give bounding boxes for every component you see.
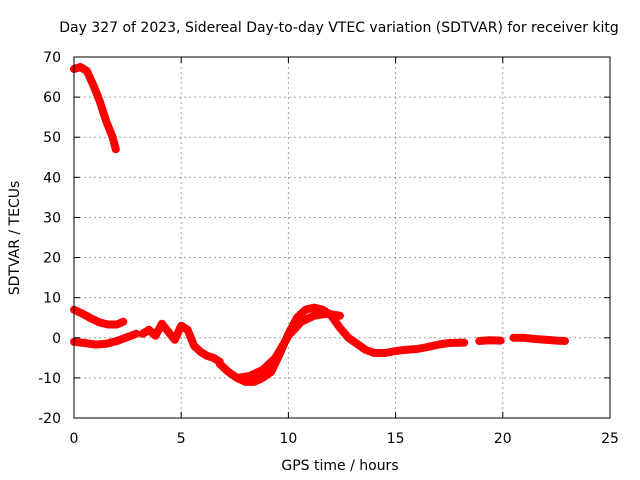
y-tick-label: 60 xyxy=(43,90,61,106)
y-tick-label: 70 xyxy=(43,50,61,66)
grid xyxy=(74,57,610,418)
axis-ticks: 0 5 10 15 20 25 -20 -10 0 10 20 30 40 50 60 70 xyxy=(38,50,619,447)
x-tick-label: 5 xyxy=(177,431,186,447)
series-segment-3 xyxy=(70,329,141,349)
y-axis-label: SDTVAR / TECUs xyxy=(7,181,23,296)
x-tick-label: 25 xyxy=(601,431,619,447)
x-tick-label: 0 xyxy=(70,431,79,447)
series-layer xyxy=(70,63,569,386)
series-segment-2 xyxy=(70,305,128,329)
series-segment-6 xyxy=(232,309,344,382)
series-segment-1 xyxy=(70,63,120,154)
series-segment-7 xyxy=(475,336,505,345)
y-tick-label: 30 xyxy=(43,210,61,226)
series-segment-8 xyxy=(509,333,569,345)
y-tick-label: 40 xyxy=(43,170,61,186)
y-tick-label: 10 xyxy=(43,291,61,307)
chart-title: Day 327 of 2023, Sidereal Day-to-day VTE… xyxy=(59,20,619,36)
x-tick-label: 10 xyxy=(279,431,297,447)
x-axis-label: GPS time / hours xyxy=(281,458,398,474)
y-tick-label: -10 xyxy=(38,371,61,387)
series-segment-4 xyxy=(138,319,224,366)
y-tick-label: 50 xyxy=(43,130,61,146)
y-tick-label: -20 xyxy=(38,411,61,427)
x-tick-label: 15 xyxy=(387,431,405,447)
y-tick-label: 0 xyxy=(52,331,61,347)
x-tick-label: 20 xyxy=(494,431,512,447)
plot-frame xyxy=(73,56,611,419)
y-tick-label: 20 xyxy=(43,251,61,267)
